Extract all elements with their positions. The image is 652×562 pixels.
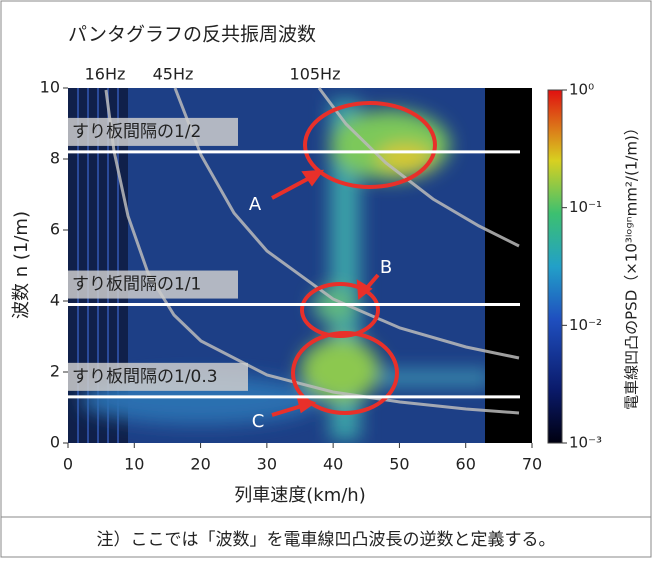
- figure: パンタグラフの反共振周波数 列車速度(km/h) 波数 n (1/m) 電車線凹…: [0, 0, 652, 558]
- y-tick-label: 6: [50, 220, 60, 239]
- x-tick-label: 20: [190, 455, 210, 474]
- frequency-label: 45Hz: [153, 65, 194, 84]
- x-tick-label: 70: [522, 455, 542, 474]
- y-tick-label: 2: [50, 362, 60, 381]
- chart-title: パンタグラフの反共振周波数: [68, 24, 316, 46]
- x-tick-label: 40: [323, 455, 343, 474]
- colorbar: [548, 90, 562, 443]
- colorbar-label: 電車線凹凸のPSD（×10³ˡᵒᵍⁿmm²/(1/m)）: [623, 120, 641, 410]
- x-axis-label: 列車速度(km/h): [234, 485, 365, 506]
- x-tick-label: 10: [124, 455, 144, 474]
- y-tick-label: 10: [40, 78, 60, 97]
- colorbar-tick-label: 10⁻²: [569, 316, 602, 334]
- y-tick-label: 8: [50, 149, 60, 168]
- note: 注）ここでは「波数」を電車線凹凸波長の逆数と定義する。: [97, 530, 556, 550]
- x-tick-label: 50: [389, 455, 409, 474]
- y-axis-label: 波数 n (1/m): [11, 211, 32, 319]
- colorbar-tick-label: 10⁰: [569, 81, 594, 99]
- reference-label: すり板間隔の1/1: [72, 275, 201, 295]
- colorbar-tick-label: 10⁻³: [569, 434, 602, 452]
- x-tick-label: 60: [456, 455, 476, 474]
- y-tick-label: 0: [50, 433, 60, 452]
- reference-label: すり板間隔の1/2: [72, 122, 201, 142]
- colorbar-tick-label: 10⁻¹: [569, 198, 602, 216]
- region-label: A: [249, 194, 262, 215]
- reference-label: すり板間隔の1/0.3: [72, 367, 218, 387]
- x-tick-label: 30: [257, 455, 277, 474]
- x-tick-label: 0: [63, 455, 73, 474]
- y-tick-label: 4: [50, 291, 60, 310]
- region-label: C: [252, 411, 265, 432]
- frequency-label: 105Hz: [290, 65, 341, 84]
- region-label: B: [380, 257, 392, 278]
- frequency-label: 16Hz: [85, 65, 126, 84]
